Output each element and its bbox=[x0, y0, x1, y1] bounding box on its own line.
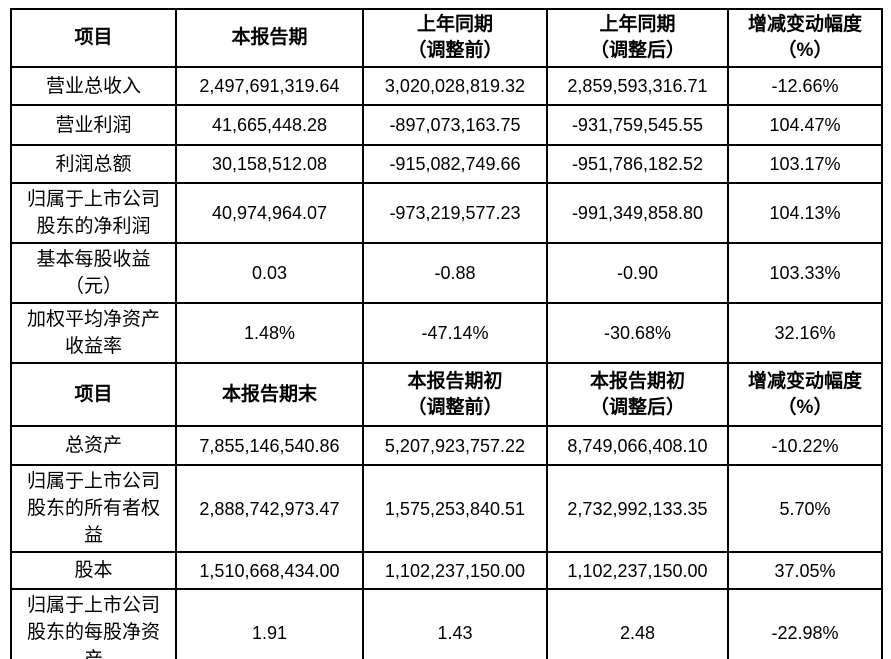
financial-summary-table: 项目 本报告期 上年同期 （调整前） 上年同期 （调整后） 增减变动幅度 （%）… bbox=[10, 8, 883, 659]
value-cell: 2,888,742,973.47 bbox=[175, 464, 364, 553]
value-cell: 2,497,691,319.64 bbox=[175, 66, 364, 106]
value-cell: 1.48% bbox=[175, 302, 364, 364]
value-cell: -10.22% bbox=[727, 425, 883, 466]
row-label: 基本每股收益（元） bbox=[10, 242, 177, 304]
header-cell-current-period: 本报告期 bbox=[175, 8, 364, 68]
value-cell: 2.48 bbox=[546, 588, 729, 659]
value-cell: -0.88 bbox=[362, 242, 548, 304]
table-row-total-profit: 利润总额 30,158,512.08 -915,082,749.66 -951,… bbox=[10, 144, 883, 184]
value-cell: 40,974,964.07 bbox=[175, 182, 364, 244]
row-label: 营业利润 bbox=[10, 104, 177, 146]
value-cell: 3,020,028,819.32 bbox=[362, 66, 548, 106]
table-row-total-revenue: 营业总收入 2,497,691,319.64 3,020,028,819.32 … bbox=[10, 66, 883, 106]
header-cell-item: 项目 bbox=[10, 362, 177, 427]
value-cell: 0.03 bbox=[175, 242, 364, 304]
table-row-net-assets-per-share: 归属于上市公司股东的每股净资产 1.91 1.43 2.48 -22.98% bbox=[10, 588, 883, 659]
value-cell: 30,158,512.08 bbox=[175, 144, 364, 184]
value-cell: 5,207,923,757.22 bbox=[362, 425, 548, 466]
header-cell-period-end: 本报告期末 bbox=[175, 362, 364, 427]
value-cell: 104.13% bbox=[727, 182, 883, 244]
row-label: 总资产 bbox=[10, 425, 177, 466]
value-cell: 2,732,992,133.35 bbox=[546, 464, 729, 553]
value-cell: 41,665,448.28 bbox=[175, 104, 364, 146]
table-row-total-assets: 总资产 7,855,146,540.86 5,207,923,757.22 8,… bbox=[10, 425, 883, 466]
table-row-weighted-avg-roe: 加权平均净资产收益率 1.48% -47.14% -30.68% 32.16% bbox=[10, 302, 883, 364]
row-label: 营业总收入 bbox=[10, 66, 177, 106]
header-cell-period-begin-post-adjust: 本报告期初 （调整后） bbox=[546, 362, 729, 427]
table-row-net-profit-to-shareholders: 归属于上市公司股东的净利润 40,974,964.07 -973,219,577… bbox=[10, 182, 883, 244]
value-cell: -973,219,577.23 bbox=[362, 182, 548, 244]
value-cell: -951,786,182.52 bbox=[546, 144, 729, 184]
table-row-share-capital: 股本 1,510,668,434.00 1,102,237,150.00 1,1… bbox=[10, 551, 883, 590]
value-cell: -12.66% bbox=[727, 66, 883, 106]
row-label: 归属于上市公司股东的每股净资产 bbox=[10, 588, 177, 659]
value-cell: -915,082,749.66 bbox=[362, 144, 548, 184]
value-cell: 1,102,237,150.00 bbox=[362, 551, 548, 590]
value-cell: -30.68% bbox=[546, 302, 729, 364]
value-cell: -931,759,545.55 bbox=[546, 104, 729, 146]
value-cell: 8,749,066,408.10 bbox=[546, 425, 729, 466]
value-cell: 1,102,237,150.00 bbox=[546, 551, 729, 590]
value-cell: 1,510,668,434.00 bbox=[175, 551, 364, 590]
row-label: 归属于上市公司股东的所有者权益 bbox=[10, 464, 177, 553]
value-cell: -0.90 bbox=[546, 242, 729, 304]
value-cell: 1.91 bbox=[175, 588, 364, 659]
value-cell: 7,855,146,540.86 bbox=[175, 425, 364, 466]
value-cell: 2,859,593,316.71 bbox=[546, 66, 729, 106]
header-cell-change-pct: 增减变动幅度 （%） bbox=[727, 8, 883, 68]
row-label: 归属于上市公司股东的净利润 bbox=[10, 182, 177, 244]
value-cell: 37.05% bbox=[727, 551, 883, 590]
value-cell: 5.70% bbox=[727, 464, 883, 553]
value-cell: 1,575,253,840.51 bbox=[362, 464, 548, 553]
table-row-equity-to-shareholders: 归属于上市公司股东的所有者权益 2,888,742,973.47 1,575,2… bbox=[10, 464, 883, 553]
value-cell: -47.14% bbox=[362, 302, 548, 364]
value-cell: 103.17% bbox=[727, 144, 883, 184]
value-cell: 103.33% bbox=[727, 242, 883, 304]
value-cell: 104.47% bbox=[727, 104, 883, 146]
table-row-basic-eps: 基本每股收益（元） 0.03 -0.88 -0.90 103.33% bbox=[10, 242, 883, 304]
header-cell-period-begin-pre-adjust: 本报告期初 （调整前） bbox=[362, 362, 548, 427]
value-cell: -991,349,858.80 bbox=[546, 182, 729, 244]
header-cell-item: 项目 bbox=[10, 8, 177, 68]
value-cell: 32.16% bbox=[727, 302, 883, 364]
row-label: 股本 bbox=[10, 551, 177, 590]
value-cell: 1.43 bbox=[362, 588, 548, 659]
header-cell-change-pct: 增减变动幅度 （%） bbox=[727, 362, 883, 427]
value-cell: -22.98% bbox=[727, 588, 883, 659]
section1-header-row: 项目 本报告期 上年同期 （调整前） 上年同期 （调整后） 增减变动幅度 （%） bbox=[10, 8, 883, 68]
row-label: 加权平均净资产收益率 bbox=[10, 302, 177, 364]
section2-header-row: 项目 本报告期末 本报告期初 （调整前） 本报告期初 （调整后） 增减变动幅度 … bbox=[10, 362, 883, 427]
header-cell-prior-period-post-adjust: 上年同期 （调整后） bbox=[546, 8, 729, 68]
header-cell-prior-period-pre-adjust: 上年同期 （调整前） bbox=[362, 8, 548, 68]
table-row-operating-profit: 营业利润 41,665,448.28 -897,073,163.75 -931,… bbox=[10, 104, 883, 146]
row-label: 利润总额 bbox=[10, 144, 177, 184]
value-cell: -897,073,163.75 bbox=[362, 104, 548, 146]
